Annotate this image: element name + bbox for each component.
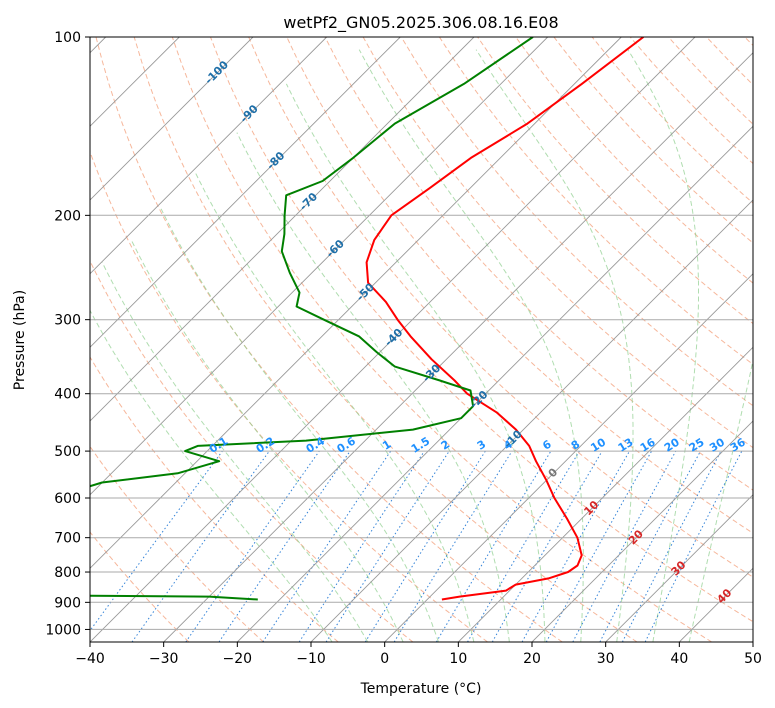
isotherm: [163, 52, 753, 642]
sounding-traces: [90, 37, 645, 601]
temperature-line: [365, 37, 645, 601]
dry-adiabat: [90, 445, 264, 642]
dewpoint-line: [90, 37, 534, 601]
dry-adiabat: [95, 37, 563, 642]
moist-adiabat: [285, 83, 546, 642]
x-tick-label: 30: [597, 651, 615, 667]
x-tick-label: 20: [523, 651, 541, 667]
moist-adiabat: [627, 49, 699, 642]
isotherm: [605, 494, 753, 642]
x-tick-label: 40: [670, 651, 688, 667]
isotherm: [90, 37, 696, 642]
x-axis-title: Temperature (°C): [360, 681, 482, 697]
x-tick-label: −30: [149, 651, 179, 667]
x-tick-label: 0: [380, 651, 389, 667]
isotherm: [90, 37, 475, 422]
moist-adiabat: [90, 309, 333, 642]
x-tick-label: 50: [744, 651, 762, 667]
isotherm: [90, 37, 401, 348]
dry-adiabat: [90, 150, 488, 642]
x-axis: −40 −30 −20 −10 0 10 20 30 40 50: [75, 642, 762, 667]
isotherm: [90, 37, 254, 201]
dry-adiabat: [90, 531, 190, 642]
y-tick-label: 900: [54, 595, 81, 611]
y-tick-label: 600: [54, 491, 81, 507]
moist-adiabat: [688, 358, 753, 642]
isotherm: [384, 273, 753, 642]
isotherm: [90, 37, 549, 496]
dry-adiabat: [171, 37, 712, 642]
y-tick-label: 200: [54, 208, 81, 224]
x-tick-label: −20: [223, 651, 253, 667]
moist-adiabat: [195, 173, 475, 642]
isotherm: [236, 125, 753, 642]
y-tick-label: 700: [54, 531, 81, 547]
y-tick-label: 400: [54, 387, 81, 403]
y-axis: 100 200 300 400 500 600 700 800 900 1000: [45, 30, 90, 638]
isotherm: [90, 37, 622, 569]
y-tick-label: 300: [54, 313, 81, 329]
y-tick-label: 500: [54, 444, 81, 460]
dry-adiabat: [400, 37, 753, 407]
isotherm: [90, 37, 328, 275]
dry-adiabat: [133, 37, 638, 642]
moist-adiabat: [160, 208, 439, 642]
x-tick-label: 10: [449, 651, 467, 667]
moist-adiabat: [475, 49, 634, 642]
dry-adiabat: [210, 37, 753, 623]
x-tick-label: −10: [296, 651, 326, 667]
dry-adiabat: [515, 37, 753, 284]
y-tick-label: 800: [54, 565, 81, 581]
dry-adiabat: [324, 37, 753, 491]
y-tick-label: 100: [54, 30, 81, 46]
dry-adiabat: [438, 37, 753, 366]
dry-adiabat: [90, 356, 339, 642]
plot-frame: [89, 36, 754, 643]
chart-title: wetPf2_GN05.2025.306.08.16.E08: [283, 13, 558, 33]
isotherm: [310, 199, 753, 642]
y-axis-title: Pressure (hPa): [12, 290, 28, 390]
isotherm: [457, 346, 753, 642]
dry-adiabat: [248, 37, 753, 578]
grid: [90, 37, 753, 642]
background-lines: [90, 37, 753, 642]
y-tick-label: 1000: [45, 622, 81, 638]
moist-adiabat: [130, 239, 404, 642]
isotherm: [531, 420, 753, 642]
x-tick-label: −40: [75, 651, 105, 667]
